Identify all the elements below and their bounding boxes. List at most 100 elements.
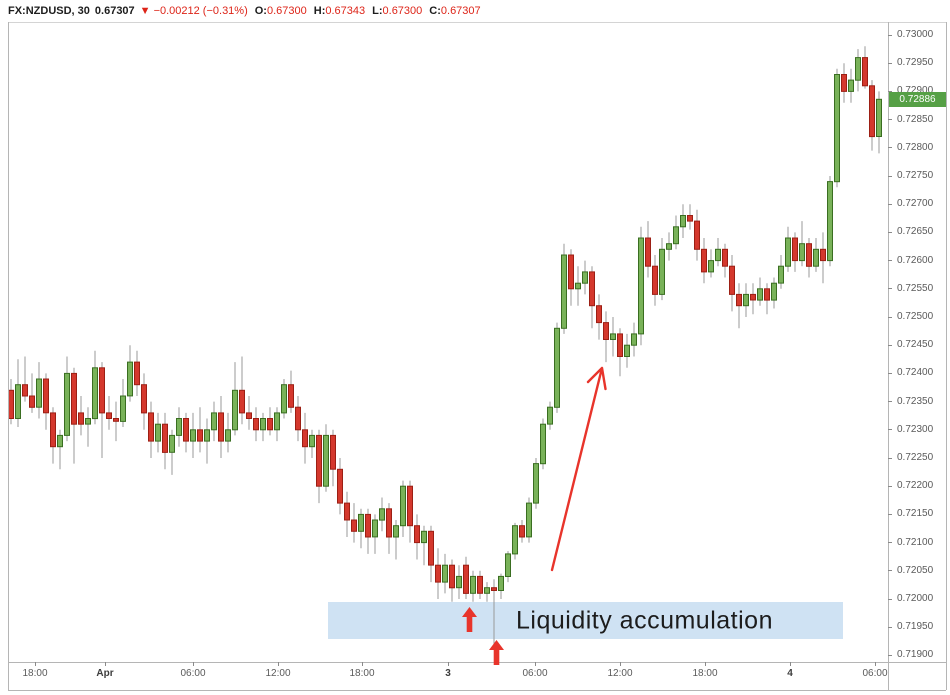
candle-up (456, 575, 462, 589)
price-axis-label: 0.72250 (897, 452, 934, 463)
candle-down (435, 564, 441, 583)
candle-up (610, 333, 616, 340)
price-axis-tick (888, 203, 892, 205)
candle-up (372, 519, 378, 538)
price-axis-label: 0.72850 (897, 113, 934, 125)
candle-down (9, 389, 14, 419)
candle-up (575, 282, 581, 290)
frame-bottom-line (8, 690, 946, 691)
candle-down (22, 384, 28, 397)
candle-down (330, 434, 336, 470)
candle-up (673, 226, 679, 245)
candle-up (274, 412, 280, 431)
liquidity-accumulation-box[interactable]: Liquidity accumulation (328, 602, 843, 639)
candle-up (533, 463, 539, 504)
candle-down (106, 412, 112, 419)
candle-down (239, 389, 245, 414)
close-label: C: (429, 4, 441, 17)
price-axis-label: 0.72900 (897, 86, 933, 96)
price-axis-tick (888, 485, 892, 487)
candle-up (379, 508, 385, 521)
price-axis-label: 0.71950 (897, 621, 934, 633)
candle-down (134, 361, 140, 386)
candle-down (386, 508, 392, 538)
price-axis-label: 0.72150 (897, 508, 934, 520)
chart-legend[interactable]: FX:NZDUSD, 30 0.67307 ▼ −0.00212 (−0.31%… (8, 0, 481, 21)
candle-down (288, 384, 294, 408)
price-axis-tick (888, 401, 892, 403)
price-axis-tick (888, 231, 892, 233)
price-axis-tick (888, 570, 892, 572)
candle-down (183, 418, 189, 442)
candle-up (64, 372, 70, 436)
candle-up (624, 344, 630, 358)
price-axis-label: 0.72200 (897, 480, 934, 492)
candle-down (449, 564, 455, 589)
candle-up (848, 79, 854, 92)
frame-left-line (8, 22, 9, 690)
open-value: 0.67300 (266, 4, 307, 17)
candle-down (246, 412, 252, 419)
candle-up (470, 575, 476, 594)
price-axis-tick (888, 344, 892, 346)
price-axis-tick (888, 288, 892, 290)
candle-down (820, 248, 826, 262)
candle-down (344, 502, 350, 521)
time-axis-tick (790, 662, 791, 666)
candle-up (743, 293, 749, 307)
price-axis-label: 0.72550 (897, 282, 934, 294)
candle-down (736, 293, 742, 307)
candle-up (155, 423, 161, 442)
last-price-value: 0.67307 (94, 4, 135, 17)
price-axis-label: 0.72350 (897, 395, 934, 407)
time-axis-label: 4 (787, 668, 793, 679)
low-value: 0.67300 (382, 4, 423, 17)
candle-down (302, 429, 308, 448)
candle-up (547, 406, 553, 425)
time-axis-tick (535, 662, 536, 666)
candle-up (358, 513, 364, 532)
candle-up (554, 327, 560, 408)
time-axis-label: 12:00 (265, 668, 291, 679)
trend-arrow[interactable] (550, 366, 607, 572)
time-axis-tick (35, 662, 36, 666)
up-arrow-icon[interactable] (462, 607, 477, 632)
candle-up (771, 282, 777, 301)
price-axis-tick (888, 626, 892, 628)
price-axis-tick (888, 175, 892, 177)
price-axis-label: 0.72650 (897, 226, 934, 238)
candle-down (253, 418, 259, 431)
candle-down (71, 372, 77, 425)
candle-down (141, 384, 147, 414)
candle-up (15, 384, 21, 420)
price-axis-label: 0.71900 (897, 649, 934, 661)
candle-down (652, 265, 658, 295)
time-axis-label: 18:00 (349, 668, 375, 679)
time-axis-separator[interactable] (8, 662, 946, 663)
time-axis-tick (620, 662, 621, 666)
candle-down (428, 530, 434, 566)
candle-up (813, 248, 819, 267)
candle-down (316, 434, 322, 487)
price-axis-tick (888, 119, 892, 121)
candle-down (701, 248, 707, 273)
candles-group (9, 46, 882, 649)
candle-up (211, 412, 217, 431)
price-axis-tick (888, 90, 892, 92)
time-axis-label: 12:00 (607, 668, 633, 679)
time-axis-label: 18:00 (22, 668, 48, 679)
candle-up (638, 237, 644, 335)
time-axis-tick (875, 662, 876, 666)
candle-down (687, 215, 693, 222)
candle-up (512, 525, 518, 555)
price-axis-separator[interactable] (888, 22, 889, 690)
up-arrow-icon[interactable] (489, 640, 504, 665)
candle-down (792, 237, 798, 262)
candle-down (365, 513, 371, 538)
candle-down (806, 243, 812, 267)
candle-up (680, 215, 686, 228)
price-axis-label: 0.72100 (897, 536, 934, 548)
candle-up (232, 389, 238, 431)
symbol-interval-label[interactable]: FX:NZDUSD, 30 (8, 4, 90, 17)
